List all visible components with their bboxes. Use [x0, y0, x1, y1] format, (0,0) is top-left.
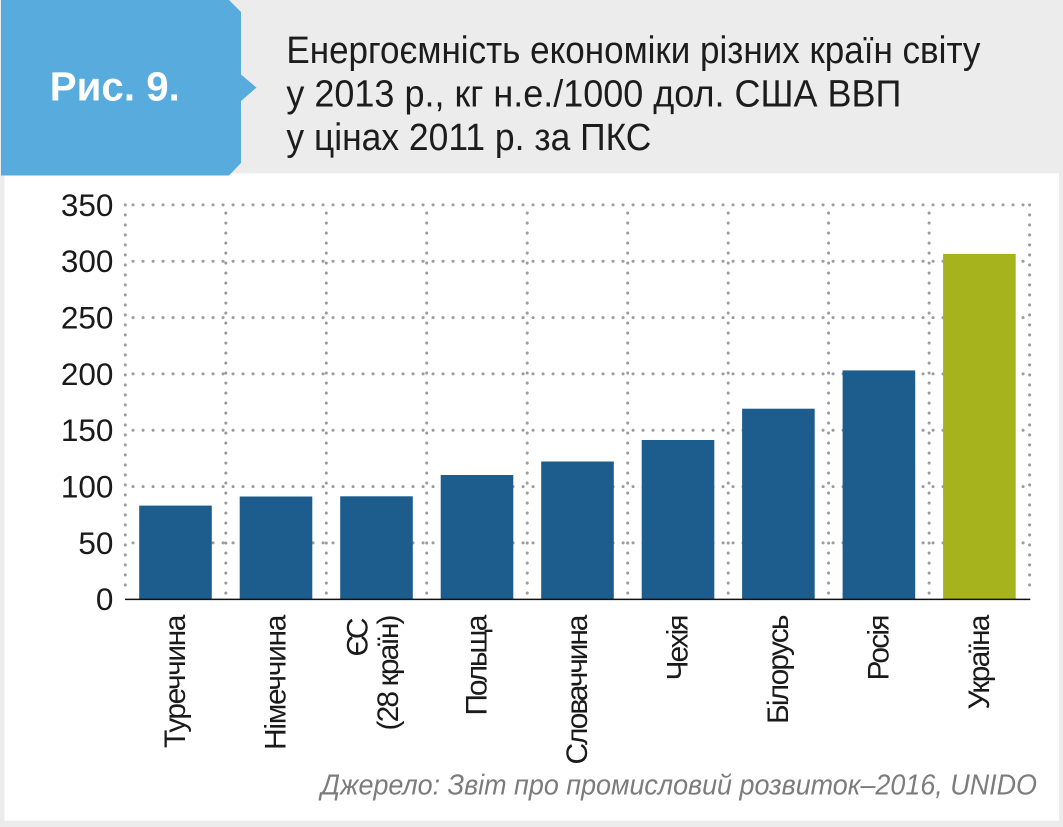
- svg-text:Чехія: Чехія: [662, 615, 695, 681]
- svg-text:Рис. 9.: Рис. 9.: [50, 64, 180, 110]
- svg-text:(28 країн): (28 країн): [372, 615, 405, 731]
- svg-text:Словаччина: Словаччина: [561, 614, 594, 764]
- svg-text:200: 200: [61, 356, 114, 392]
- svg-text:Німеччина: Німеччина: [260, 614, 293, 750]
- svg-text:100: 100: [61, 469, 114, 505]
- svg-text:150: 150: [61, 412, 114, 448]
- svg-text:300: 300: [61, 243, 114, 279]
- svg-text:Росія: Росія: [862, 615, 895, 681]
- svg-text:Україна: Україна: [963, 614, 996, 709]
- svg-text:Білорусь: Білорусь: [762, 615, 795, 725]
- svg-text:350: 350: [61, 187, 114, 223]
- svg-text:0: 0: [96, 581, 114, 617]
- svg-text:250: 250: [61, 300, 114, 336]
- svg-text:Польща: Польща: [461, 614, 494, 715]
- svg-text:Енергоємність економіки різних: Енергоємність економіки різних країн сві…: [286, 30, 980, 72]
- svg-text:50: 50: [78, 525, 113, 561]
- svg-text:у цінах 2011 р. за ПКС: у цінах 2011 р. за ПКС: [286, 117, 651, 159]
- svg-text:у 2013 р., кг н.е./1000 дол. С: у 2013 р., кг н.е./1000 дол. США ВВП: [286, 74, 901, 116]
- svg-text:Джерело: Звіт про промисловий: Джерело: Звіт про промисловий розвиток–2…: [318, 769, 1037, 801]
- svg-text:ЄС: ЄС: [342, 618, 375, 657]
- svg-text:Туреччина: Туреччина: [159, 614, 192, 748]
